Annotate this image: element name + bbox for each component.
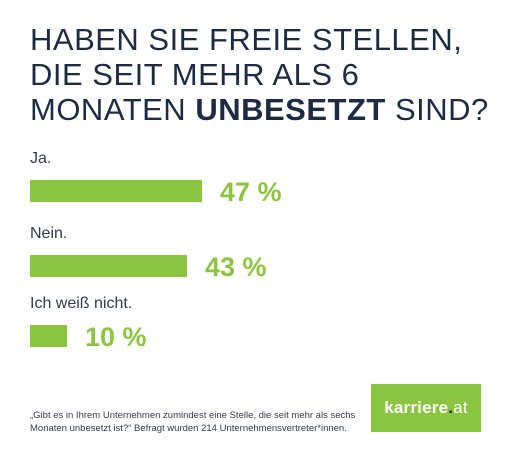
title-emphasis: UNBESETZT	[195, 92, 386, 127]
bar	[30, 325, 67, 347]
chart-title: HABEN SIE FREIE STELLEN, DIE SEIT MEHR A…	[30, 22, 500, 127]
category-label: Ich weiß nicht.	[30, 295, 133, 312]
data-label: 43 %	[205, 252, 267, 282]
data-label: 10 %	[85, 322, 147, 352]
karriere-logo: karriere.at	[371, 384, 481, 432]
footnote: „Gibt es in Ihrem Unternehmen zumindest …	[30, 410, 356, 434]
data-label: 47 %	[220, 177, 282, 207]
bar	[30, 180, 202, 202]
title-part-2: SIND?	[394, 92, 489, 127]
bar	[30, 255, 187, 277]
title-part-1: HABEN SIE FREIE STELLEN, DIE SEIT MEHR A…	[30, 22, 463, 127]
category-label: Nein.	[30, 225, 68, 242]
logo-text: karriere.at	[384, 398, 468, 417]
category-label: Ja.	[30, 150, 52, 167]
